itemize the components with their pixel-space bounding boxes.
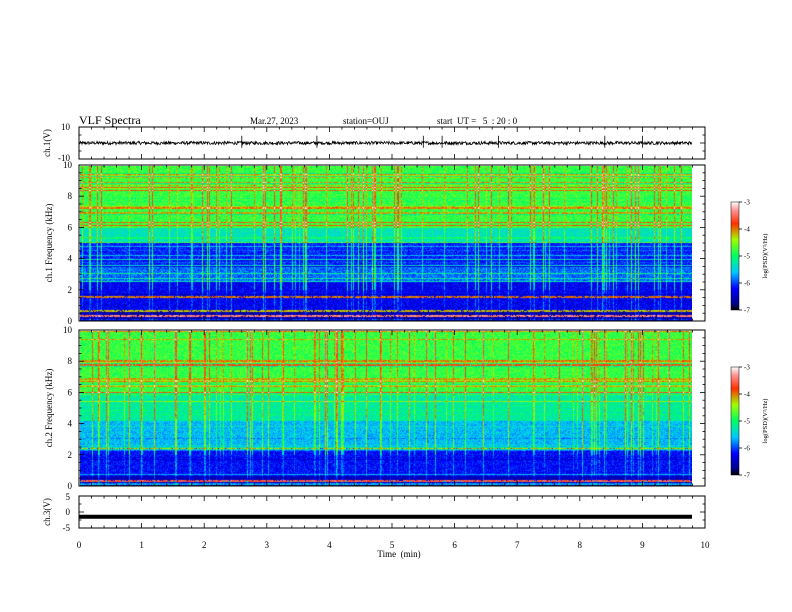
- x-tick-label: 5: [390, 540, 395, 550]
- ch1-waveform-panel: 10 -10 ch.1(V): [42, 122, 706, 163]
- ch1-ytick-bottom: -10: [58, 153, 70, 163]
- x-tick-label: 9: [640, 540, 645, 550]
- ch2-colorbar-tick-label: -3: [744, 364, 750, 372]
- ch1-ytick-top: 10: [61, 122, 71, 132]
- ch1-spectrogram-image: [80, 166, 692, 321]
- figure-title: VLF Spectra: [79, 113, 141, 127]
- ch1-spec-ytick-label: 10: [63, 160, 73, 170]
- ch2-colorbar: [730, 366, 740, 476]
- ch1-colorbar-tick-label: -4: [744, 226, 750, 234]
- ch1-colorbar-tick-label: -5: [744, 253, 750, 261]
- ch2-colorbar-tick-label: -5: [744, 418, 750, 426]
- ch2-colorbar-label: log(PSD)(V²/Hz): [762, 399, 769, 444]
- x-tick-label: 2: [202, 540, 207, 550]
- ch2-spec-ytick-label: 8: [68, 356, 73, 366]
- x-tick-label: 7: [515, 540, 520, 550]
- ch1-spectrogram-ylabel: ch.1 Frequency (kHz): [44, 204, 54, 283]
- ch1-spec-ytick-label: 8: [68, 191, 73, 201]
- ch3-ytick-mid: 0: [66, 507, 71, 517]
- station-label: station=OUJ: [343, 116, 389, 126]
- ch1-colorbar-label: log(PSD)(V²/Hz): [762, 234, 769, 279]
- ch1-waveform-trace: [79, 135, 693, 148]
- start-ut-label: start UT = 5 : 20 : 0: [437, 116, 518, 126]
- ch2-colorbar-tick-label: -4: [744, 391, 750, 399]
- ch2-spec-ytick-label: 4: [68, 419, 73, 429]
- ch1-spec-ytick-label: 2: [68, 285, 73, 295]
- ch2-colorbar-tick-label: -6: [744, 445, 750, 453]
- ch3-ylabel: ch.3(V): [42, 498, 52, 526]
- x-tick-label: 3: [265, 540, 270, 550]
- ch1-colorbar-tick-label: -6: [744, 280, 750, 288]
- x-tick-label: 8: [578, 540, 583, 550]
- ch2-colorbar-tick-label: -7: [744, 472, 750, 480]
- ch2-spec-ytick-label: 0: [68, 481, 73, 491]
- ch1-colorbar-tick-label: -7: [744, 307, 750, 315]
- ch3-ytick-bottom: -5: [63, 523, 71, 533]
- date-label: Mar.27, 2023: [250, 116, 299, 126]
- ch1-ylabel: ch.1(V): [42, 129, 52, 157]
- ch1-spec-ytick-label: 0: [68, 316, 73, 326]
- ch2-spectrogram-image: [80, 331, 692, 486]
- x-tick-label: 10: [701, 540, 711, 550]
- ch2-spec-ytick-label: 6: [68, 387, 73, 397]
- ch2-spec-ytick-label: 2: [68, 450, 73, 460]
- x-tick-label: 1: [139, 540, 144, 550]
- ch3-ytick-top: 5: [66, 492, 71, 502]
- x-tick-label: 6: [452, 540, 457, 550]
- ch1-spec-ytick-label: 6: [68, 222, 73, 232]
- ch2-spectrogram-ylabel: ch.2 Frequency (kHz): [44, 369, 54, 448]
- ch1-spec-ytick-label: 4: [68, 254, 73, 264]
- ch1-colorbar: [730, 201, 740, 311]
- ch2-spec-ytick-label: 10: [63, 325, 73, 335]
- x-tick-label: 0: [77, 540, 82, 550]
- x-axis-label: Time (min): [377, 549, 420, 559]
- x-tick-label: 4: [327, 540, 332, 550]
- ch3-waveform-panel: 5 0 -5 ch.3(V) 0 1 2 3 4 5 6 7 8 9 10 Time (min): [42, 492, 710, 559]
- ch1-colorbar-tick-label: -3: [744, 199, 750, 207]
